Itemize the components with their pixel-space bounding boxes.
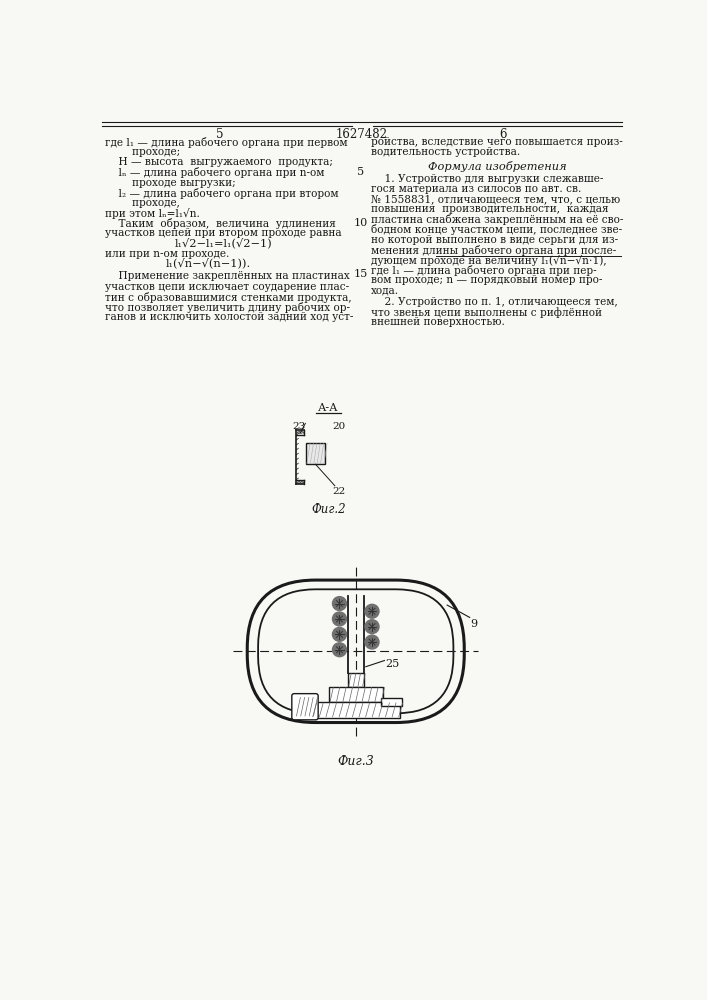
Text: что позволяет увеличить длину рабочих ор-: что позволяет увеличить длину рабочих ор…	[105, 302, 351, 313]
Bar	[380, 698, 402, 706]
Text: Применение закреплённых на пластинах: Применение закреплённых на пластинах	[105, 271, 350, 281]
Text: хода.: хода.	[371, 285, 399, 295]
Text: проходе;: проходе;	[105, 147, 180, 157]
Text: l₁√2−l₁=l₁(√2−1): l₁√2−l₁=l₁(√2−1)	[175, 237, 273, 248]
Text: l₂ — длина рабочего органа при втором: l₂ — длина рабочего органа при втором	[105, 188, 339, 199]
Text: 9: 9	[470, 619, 477, 629]
Text: внешней поверхностью.: внешней поверхностью.	[371, 317, 505, 327]
Text: 23: 23	[292, 422, 305, 431]
Text: № 1558831, отличающееся тем, что, с целью: № 1558831, отличающееся тем, что, с цель…	[371, 194, 621, 204]
Bar	[311, 702, 400, 718]
Text: ройства, вследствие чего повышается произ-: ройства, вследствие чего повышается прои…	[371, 137, 623, 147]
Text: водительность устройства.: водительность устройства.	[371, 147, 520, 157]
Text: 20: 20	[332, 422, 346, 431]
Bar	[329, 687, 383, 702]
Text: 15: 15	[354, 269, 368, 279]
Text: 1627482: 1627482	[336, 128, 388, 141]
Text: 2. Устройство по п. 1, отличающееся тем,: 2. Устройство по п. 1, отличающееся тем,	[371, 297, 618, 307]
Text: где l₁ — длина рабочего органа при первом: где l₁ — длина рабочего органа при перво…	[105, 137, 348, 148]
Text: повышения  производительности,  каждая: повышения производительности, каждая	[371, 204, 609, 214]
Circle shape	[365, 620, 379, 634]
Text: участков цепи исключает соударение плас-: участков цепи исключает соударение плас-	[105, 282, 349, 292]
Text: Фиг.2: Фиг.2	[311, 503, 346, 516]
Circle shape	[332, 597, 346, 610]
Text: Формула изобретения: Формула изобретения	[428, 161, 566, 172]
Circle shape	[365, 635, 379, 649]
Text: что звенья цепи выполнены с рифлённой: что звенья цепи выполнены с рифлённой	[371, 307, 602, 318]
Text: где l₁ — длина рабочего органа при пер-: где l₁ — длина рабочего органа при пер-	[371, 265, 597, 276]
Text: тин с образовавшимися стенками продукта,: тин с образовавшимися стенками продукта,	[105, 292, 352, 303]
Circle shape	[332, 612, 346, 626]
Circle shape	[365, 604, 379, 618]
Text: 1. Устройство для выгрузки слежавше-: 1. Устройство для выгрузки слежавше-	[371, 174, 604, 184]
Text: или при n-ом проходе.: или при n-ом проходе.	[105, 249, 230, 259]
FancyBboxPatch shape	[292, 694, 318, 720]
Text: Фиг.3: Фиг.3	[337, 755, 374, 768]
Text: ганов и исключить холостой задний ход уст-: ганов и исключить холостой задний ход ус…	[105, 312, 354, 322]
Text: lₙ — длина рабочего органа при n-ом: lₙ — длина рабочего органа при n-ом	[105, 167, 325, 178]
Text: бодном конце участком цепи, последнее зве-: бодном конце участком цепи, последнее зв…	[371, 224, 622, 235]
Text: при этом lₙ=l₁√n.: при этом lₙ=l₁√n.	[105, 208, 200, 219]
Text: 6: 6	[499, 128, 507, 141]
Text: 10: 10	[354, 218, 368, 228]
Text: 5: 5	[216, 128, 224, 141]
Bar	[348, 673, 363, 687]
Text: 22: 22	[332, 487, 346, 496]
Text: участков цепей при втором проходе равна: участков цепей при втором проходе равна	[105, 228, 342, 238]
Text: Таким  образом,  величина  удлинения: Таким образом, величина удлинения	[105, 218, 337, 229]
Text: H — высота  выгружаемого  продукта;: H — высота выгружаемого продукта;	[105, 157, 333, 167]
Text: проходе выгрузки;: проходе выгрузки;	[105, 178, 236, 188]
Text: 5: 5	[357, 167, 364, 177]
Text: но которой выполнено в виде серьги для из-: но которой выполнено в виде серьги для и…	[371, 235, 619, 245]
Text: менения длины рабочего органа при после-: менения длины рабочего органа при после-	[371, 245, 617, 256]
Text: гося материала из силосов по авт. св.: гося материала из силосов по авт. св.	[371, 184, 582, 194]
Text: 25: 25	[385, 659, 399, 669]
Text: пластина снабжена закреплённым на её сво-: пластина снабжена закреплённым на её сво…	[371, 214, 624, 225]
Text: вом проходе; n — порядковый номер про-: вом проходе; n — порядковый номер про-	[371, 275, 602, 285]
Bar	[306, 443, 325, 464]
Circle shape	[332, 643, 346, 657]
Text: l₁(√n−√(n−1)).: l₁(√n−√(n−1)).	[166, 257, 251, 268]
Text: А-А: А-А	[318, 403, 339, 413]
Circle shape	[332, 627, 346, 641]
Text: дующем проходе на величину l₁(√n−√n⋅1),: дующем проходе на величину l₁(√n−√n⋅1),	[371, 255, 607, 266]
Text: проходе,: проходе,	[105, 198, 180, 208]
